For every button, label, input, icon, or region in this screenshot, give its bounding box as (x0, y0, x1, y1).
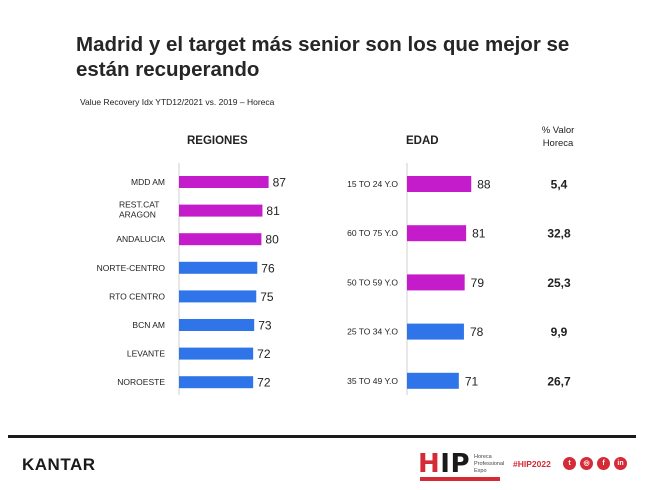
hip-logo-strip (420, 477, 500, 481)
edad-bar (407, 225, 467, 242)
edad-category-label: 50 TO 59 Y.O (347, 277, 398, 287)
regiones-value-label: 75 (260, 290, 274, 304)
edad-value-label: 78 (470, 325, 484, 339)
regiones-bar (179, 376, 254, 389)
instagram-icon[interactable]: ◎ (580, 457, 593, 470)
pct-valor-value: 25,3 (547, 276, 571, 290)
regiones-category-label: REST.CAT ARAGON (119, 200, 159, 220)
pct-valor-header: % Valor Horeca (528, 124, 588, 150)
regiones-value-label: 80 (265, 233, 279, 247)
edad-value-label: 81 (472, 227, 486, 241)
twitter-icon[interactable]: t (563, 457, 576, 470)
edad-bar (407, 323, 464, 340)
hip-logo: HIP Horeca Professional Expo (418, 448, 504, 480)
pct-valor-value: 5,4 (551, 178, 568, 192)
regiones-bar (179, 176, 269, 188)
hip-logo-text: Horeca Professional Expo (474, 453, 505, 474)
edad-category-label: 60 TO 75 Y.O (347, 228, 398, 238)
edad-category-label: 35 TO 49 Y.O (347, 376, 398, 386)
regiones-category-label: NOROESTE (117, 377, 165, 387)
hip-logo-mark: HIP (418, 449, 470, 479)
regiones-value-label: 87 (273, 176, 287, 190)
regiones-category-label: RTO CENTRO (109, 291, 165, 301)
regiones-value-label: 81 (266, 204, 280, 218)
edad-bar (407, 372, 459, 389)
edad-value-label: 79 (471, 276, 485, 290)
regiones-value-label: 73 (258, 319, 272, 333)
pct-valor-value: 32,8 (547, 227, 571, 241)
footer-divider (8, 435, 636, 438)
regiones-category-label: NORTE-CENTRO (97, 263, 166, 273)
regiones-bar (179, 290, 257, 303)
edad-heading: EDAD (406, 135, 439, 147)
hashtag: #HIP2022 (513, 459, 551, 469)
regiones-category-label: ANDALUCIA (116, 234, 165, 244)
edad-category-label: 15 TO 24 Y.O (347, 179, 398, 189)
linkedin-icon[interactable]: in (614, 457, 627, 470)
pct-valor-header-line2: Horeca (542, 138, 574, 149)
edad-bar (407, 274, 465, 291)
regiones-bar (179, 261, 258, 274)
edad-value-label: 88 (477, 178, 491, 192)
regiones-heading: REGIONES (187, 135, 248, 147)
regiones-bar (179, 204, 263, 217)
regiones-category-label: LEVANTE (127, 349, 165, 359)
pct-valor-header-line1: % Valor (541, 125, 575, 136)
kantar-logo: KANTAR (22, 455, 96, 474)
regiones-category-label: BCN AM (132, 320, 165, 330)
regiones-bar (179, 347, 254, 360)
regiones-category-label: MDD AM (131, 177, 165, 187)
regiones-bar (179, 319, 255, 331)
edad-bar (407, 176, 472, 192)
facebook-icon[interactable]: f (597, 457, 610, 470)
edad-value-label: 71 (465, 374, 479, 388)
regiones-bar (179, 233, 262, 246)
regiones-value-label: 76 (261, 261, 275, 275)
edad-category-label: 25 TO 34 Y.O (347, 327, 398, 337)
regiones-value-label: 72 (257, 376, 271, 390)
regiones-value-label: 72 (257, 347, 271, 361)
pct-valor-value: 9,9 (551, 325, 568, 339)
pct-valor-value: 26,7 (547, 374, 571, 388)
chart-subtitle: Value Recovery Idx YTD12/2021 vs. 2019 –… (80, 97, 275, 107)
page-title: Madrid y el target más senior son los qu… (76, 33, 570, 81)
